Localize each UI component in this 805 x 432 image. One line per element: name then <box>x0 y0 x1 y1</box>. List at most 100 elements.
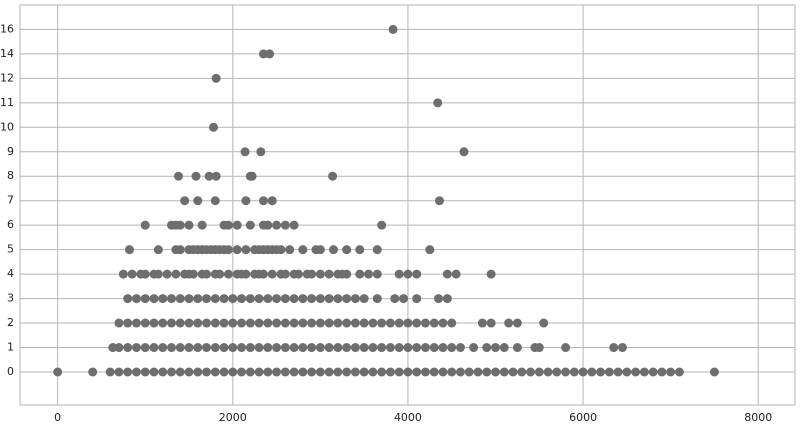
point <box>315 245 325 255</box>
point <box>477 318 487 328</box>
point <box>307 294 317 304</box>
point <box>359 343 369 353</box>
point <box>184 367 194 377</box>
point <box>364 269 374 279</box>
point <box>219 318 229 328</box>
point <box>124 245 134 255</box>
point <box>482 343 492 353</box>
point <box>434 294 444 304</box>
point <box>517 367 527 377</box>
point <box>324 367 334 377</box>
point <box>149 367 159 377</box>
point <box>215 269 225 279</box>
point <box>193 367 203 377</box>
point <box>140 269 150 279</box>
point <box>245 294 255 304</box>
point <box>355 245 365 255</box>
point <box>210 367 220 377</box>
point <box>324 269 334 279</box>
point <box>482 367 492 377</box>
point <box>420 367 430 377</box>
point <box>442 294 452 304</box>
point <box>578 367 588 377</box>
point <box>377 367 387 377</box>
point <box>388 24 398 34</box>
y-tick-label: 3 <box>7 292 14 305</box>
point <box>617 343 627 353</box>
point <box>232 220 242 230</box>
point <box>394 318 404 328</box>
y-tick-label: 11 <box>0 96 14 109</box>
point <box>228 318 238 328</box>
point <box>438 367 448 377</box>
point <box>247 171 257 181</box>
point <box>280 220 290 230</box>
point <box>228 367 238 377</box>
point <box>324 343 334 353</box>
point <box>289 343 299 353</box>
point <box>307 367 317 377</box>
y-tick-label: 2 <box>7 316 14 329</box>
point <box>175 343 185 353</box>
point <box>534 343 544 353</box>
point <box>613 367 623 377</box>
point <box>158 343 168 353</box>
point <box>241 196 251 206</box>
point <box>504 318 514 328</box>
point <box>324 294 334 304</box>
point <box>429 367 439 377</box>
point <box>131 294 141 304</box>
point <box>486 318 496 328</box>
point <box>280 367 290 377</box>
point <box>342 343 352 353</box>
point <box>569 367 579 377</box>
y-tick-label: 1 <box>7 341 14 354</box>
point <box>368 343 378 353</box>
y-tick-label: 6 <box>7 218 14 231</box>
point <box>140 220 150 230</box>
point <box>153 269 163 279</box>
point <box>241 269 251 279</box>
point <box>211 171 221 181</box>
y-tick-label: 0 <box>7 365 14 378</box>
point <box>298 318 308 328</box>
point <box>499 343 509 353</box>
point <box>166 367 176 377</box>
point <box>263 294 273 304</box>
point <box>209 122 219 132</box>
point <box>245 220 255 230</box>
point <box>355 269 365 279</box>
point <box>333 367 343 377</box>
y-tick-label: 8 <box>7 169 14 182</box>
point <box>359 318 369 328</box>
point <box>342 367 352 377</box>
point <box>197 220 207 230</box>
point <box>350 367 360 377</box>
point <box>175 220 185 230</box>
point <box>420 343 430 353</box>
point <box>534 367 544 377</box>
point <box>166 318 176 328</box>
y-tick-label: 12 <box>0 71 14 84</box>
point <box>263 220 273 230</box>
point <box>350 294 360 304</box>
point <box>622 367 632 377</box>
point <box>202 343 212 353</box>
point <box>254 318 264 328</box>
point <box>372 269 382 279</box>
point <box>329 245 339 255</box>
point <box>140 343 150 353</box>
point <box>394 367 404 377</box>
point <box>237 367 247 377</box>
point <box>174 171 184 181</box>
point <box>237 294 247 304</box>
point <box>280 318 290 328</box>
point <box>272 367 282 377</box>
point <box>298 245 308 255</box>
point <box>254 294 264 304</box>
point <box>265 49 275 59</box>
point <box>342 294 352 304</box>
x-tick-label: 2000 <box>219 411 247 424</box>
point <box>158 367 168 377</box>
point <box>140 294 150 304</box>
